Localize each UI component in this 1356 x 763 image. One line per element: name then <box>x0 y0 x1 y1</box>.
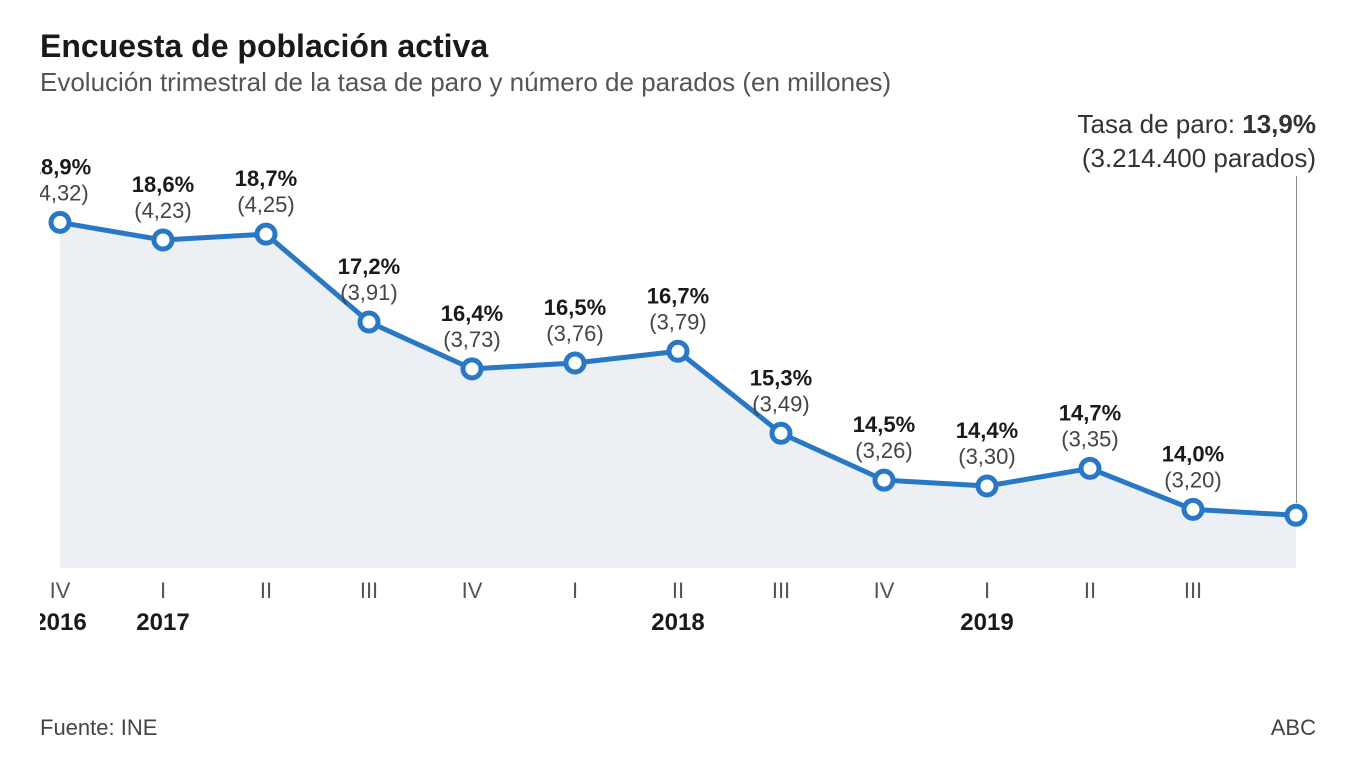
callout-connector <box>1296 176 1297 503</box>
x-quarter-label: IV <box>462 578 483 603</box>
svg-text:(4,25): (4,25) <box>237 192 294 217</box>
x-quarter-label: I <box>984 578 990 603</box>
chart-marker <box>1081 459 1099 477</box>
chart-marker <box>1287 506 1305 524</box>
data-label: 14,0%(3,20) <box>1162 441 1224 492</box>
chart-marker <box>360 313 378 331</box>
chart-marker <box>772 424 790 442</box>
chart-marker <box>566 354 584 372</box>
svg-text:16,4%: 16,4% <box>441 301 503 326</box>
svg-text:(3,20): (3,20) <box>1164 467 1221 492</box>
svg-text:(3,49): (3,49) <box>752 391 809 416</box>
data-label: 14,5%(3,26) <box>853 412 915 463</box>
data-label: 18,9%(4,32) <box>40 158 91 205</box>
svg-text:14,4%: 14,4% <box>956 418 1018 443</box>
chart-marker <box>1184 500 1202 518</box>
data-label: 16,5%(3,76) <box>544 295 606 346</box>
svg-text:(3,26): (3,26) <box>855 438 912 463</box>
chart-footer: Fuente: INE ABC <box>40 715 1316 741</box>
line-chart: 18,9%(4,32)IV201618,6%(4,23)I201718,7%(4… <box>40 158 1316 638</box>
callout-value: 13,9% <box>1242 109 1316 139</box>
chart-marker <box>875 471 893 489</box>
x-year-label: 2016 <box>40 609 87 636</box>
svg-text:14,5%: 14,5% <box>853 412 915 437</box>
svg-text:(3,79): (3,79) <box>649 309 706 334</box>
callout-sub: (3.214.400 parados) <box>1077 142 1316 176</box>
svg-text:18,6%: 18,6% <box>132 172 194 197</box>
svg-text:14,0%: 14,0% <box>1162 441 1224 466</box>
x-quarter-label: I <box>572 578 578 603</box>
chart-marker <box>463 360 481 378</box>
svg-text:(3,76): (3,76) <box>546 321 603 346</box>
svg-text:15,3%: 15,3% <box>750 365 812 390</box>
x-quarter-label: I <box>160 578 166 603</box>
x-quarter-label: II <box>1084 578 1096 603</box>
x-quarter-label: III <box>772 578 790 603</box>
chart-marker <box>978 477 996 495</box>
data-label: 14,7%(3,35) <box>1059 400 1121 451</box>
svg-text:(4,23): (4,23) <box>134 198 191 223</box>
data-label: 18,7%(4,25) <box>235 166 297 217</box>
svg-text:16,7%: 16,7% <box>647 283 709 308</box>
svg-text:17,2%: 17,2% <box>338 254 400 279</box>
brand-label: ABC <box>1271 715 1316 741</box>
x-quarter-label: II <box>260 578 272 603</box>
data-label: 18,6%(4,23) <box>132 172 194 223</box>
svg-text:(3,30): (3,30) <box>958 444 1015 469</box>
x-quarter-label: III <box>1184 578 1202 603</box>
x-year-label: 2018 <box>651 609 704 636</box>
chart-marker <box>257 225 275 243</box>
chart-marker <box>669 342 687 360</box>
svg-text:(3,35): (3,35) <box>1061 426 1118 451</box>
data-label: 15,3%(3,49) <box>750 365 812 416</box>
svg-text:14,7%: 14,7% <box>1059 400 1121 425</box>
svg-text:18,7%: 18,7% <box>235 166 297 191</box>
chart-marker <box>154 231 172 249</box>
chart-marker <box>51 213 69 231</box>
chart-container: Tasa de paro: 13,9% (3.214.400 parados) … <box>40 158 1316 638</box>
svg-text:16,5%: 16,5% <box>544 295 606 320</box>
data-label: 16,4%(3,73) <box>441 301 503 352</box>
data-label: 17,2%(3,91) <box>338 254 400 305</box>
x-year-label: 2019 <box>960 609 1013 636</box>
svg-text:(3,91): (3,91) <box>340 280 397 305</box>
chart-title: Encuesta de población activa <box>40 28 1316 65</box>
x-quarter-label: IV <box>50 578 71 603</box>
callout-prefix: Tasa de paro: <box>1077 109 1242 139</box>
callout: Tasa de paro: 13,9% (3.214.400 parados) <box>1077 108 1316 176</box>
svg-text:(4,32): (4,32) <box>40 180 89 205</box>
chart-subtitle: Evolución trimestral de la tasa de paro … <box>40 67 1316 98</box>
source-label: Fuente: INE <box>40 715 157 741</box>
svg-text:(3,73): (3,73) <box>443 327 500 352</box>
data-label: 16,7%(3,79) <box>647 283 709 334</box>
svg-text:18,9%: 18,9% <box>40 158 91 179</box>
data-label: 14,4%(3,30) <box>956 418 1018 469</box>
x-quarter-label: III <box>360 578 378 603</box>
x-year-label: 2017 <box>136 609 189 636</box>
x-quarter-label: II <box>672 578 684 603</box>
x-quarter-label: IV <box>874 578 895 603</box>
